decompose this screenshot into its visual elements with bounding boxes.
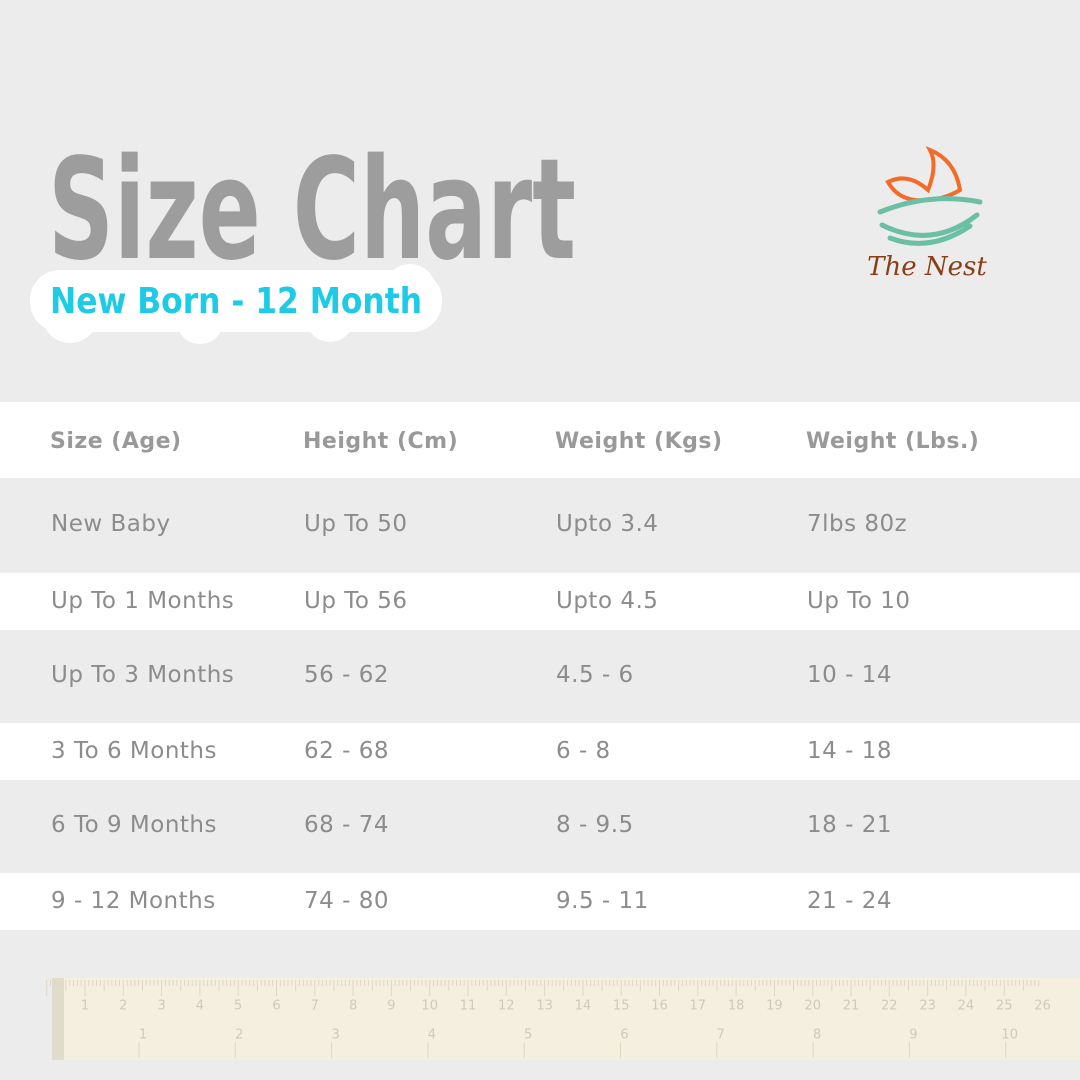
- table-cell: 8 - 9.5: [556, 812, 634, 838]
- table-cell: Up To 1 Months: [51, 588, 234, 614]
- table-cell: 62 - 68: [304, 738, 389, 764]
- inch-label: 7: [717, 1028, 725, 1043]
- table-cell: Upto 4.5: [556, 588, 658, 614]
- inch-label: 9: [909, 1028, 917, 1043]
- cm-label: 16: [651, 999, 668, 1014]
- table-cell: 21 - 24: [807, 888, 892, 914]
- cm-label: 11: [460, 999, 477, 1014]
- inch-label: 4: [428, 1028, 436, 1043]
- table-cell: 6 - 8: [556, 738, 611, 764]
- cm-label: 20: [804, 999, 821, 1014]
- cm-label: 8: [349, 999, 357, 1014]
- inch-label: 8: [813, 1028, 821, 1043]
- table-cell: 7lbs 80z: [807, 511, 907, 537]
- inch-label: 1: [139, 1028, 147, 1043]
- cm-label: 7: [311, 999, 319, 1014]
- column-header: Weight (Lbs.): [806, 429, 979, 454]
- cm-label: 25: [996, 999, 1013, 1014]
- cm-label: 12: [498, 999, 515, 1014]
- table-row: [0, 780, 1080, 873]
- title: Size Chart: [48, 129, 576, 292]
- table-cell: 9.5 - 11: [556, 888, 649, 914]
- subtitle: New Born - 12 Month: [50, 281, 422, 322]
- header-row: [0, 402, 1080, 478]
- table-cell: Up To 50: [304, 511, 408, 537]
- cm-label: 9: [387, 999, 395, 1014]
- table-cell: New Baby: [51, 511, 171, 537]
- cm-label: 5: [234, 999, 242, 1014]
- table-row: [0, 723, 1080, 780]
- cm-label: 21: [843, 999, 860, 1014]
- table-cell: Upto 3.4: [556, 511, 658, 537]
- brand-name: The Nest: [867, 252, 987, 282]
- table-row: [0, 478, 1080, 573]
- table-cell: 18 - 21: [807, 812, 892, 838]
- inch-label: 10: [1001, 1028, 1018, 1043]
- inch-label: 3: [331, 1028, 339, 1043]
- cm-label: 17: [690, 999, 707, 1014]
- size-table: Size (Age) Height (Cm) Weight (Kgs) Weight …: [0, 402, 1080, 930]
- table-cell: 74 - 80: [304, 888, 389, 914]
- column-header: Weight (Kgs): [555, 429, 723, 454]
- cm-label: 22: [881, 999, 898, 1014]
- table-cell: 4.5 - 6: [556, 662, 634, 688]
- cm-label: 15: [613, 999, 630, 1014]
- table-cell: Up To 3 Months: [51, 662, 234, 688]
- table-cell: 6 To 9 Months: [51, 812, 217, 838]
- cm-label: 6: [272, 999, 280, 1014]
- table-row: [0, 873, 1080, 930]
- table-cell: 14 - 18: [807, 738, 892, 764]
- cm-label: 18: [728, 999, 745, 1014]
- cm-label: 13: [536, 999, 553, 1014]
- table-row: [0, 630, 1080, 723]
- table-cell: 9 - 12 Months: [51, 888, 216, 914]
- table-cell: 3 To 6 Months: [51, 738, 217, 764]
- cm-label: 26: [1034, 999, 1051, 1014]
- table-cell: 68 - 74: [304, 812, 389, 838]
- ruler: 1 2 3 4 5 6 7 8 9 10 11 12 13 14 15 16 17 18 19 20 21 22 23 24 2…: [46, 978, 1080, 1060]
- inch-label: 5: [524, 1028, 532, 1043]
- column-header: Height (Cm): [303, 429, 458, 454]
- subtitle-cloud: [30, 264, 442, 344]
- table-cell: Up To 10: [807, 588, 911, 614]
- cm-label: 23: [919, 999, 936, 1014]
- logo: The Nest: [867, 146, 987, 282]
- table-cell: 10 - 14: [807, 662, 892, 688]
- table-cell: Up To 56: [304, 588, 408, 614]
- cm-label: 14: [575, 999, 592, 1014]
- table-row: [0, 573, 1080, 630]
- inch-label: 2: [235, 1028, 243, 1043]
- cm-label: 24: [958, 999, 975, 1014]
- cm-label: 4: [196, 999, 204, 1014]
- column-header: Size (Age): [50, 429, 182, 454]
- cm-label: 3: [157, 999, 165, 1014]
- inch-label: 6: [620, 1028, 628, 1043]
- cm-label: 19: [766, 999, 783, 1014]
- cm-label: 1: [81, 999, 89, 1014]
- table-cell: 56 - 62: [304, 662, 389, 688]
- cm-label: 2: [119, 999, 127, 1014]
- cm-label: 10: [421, 999, 438, 1014]
